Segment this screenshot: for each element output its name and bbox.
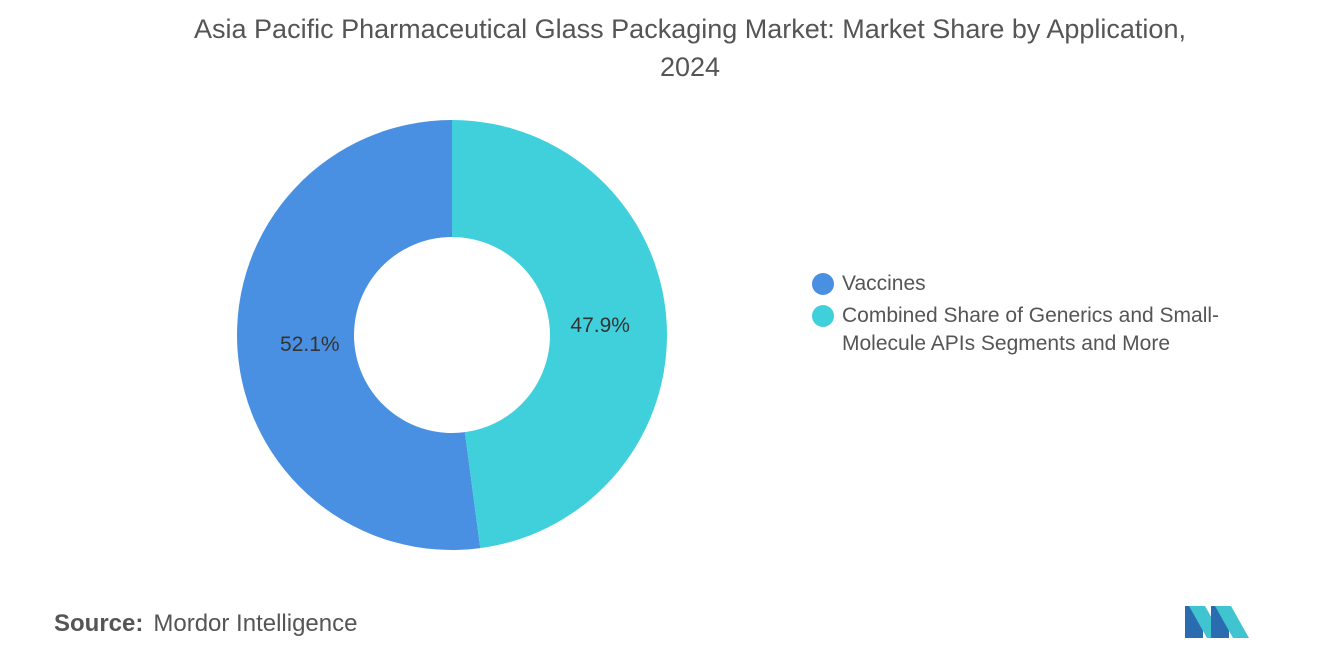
slices-group <box>237 120 668 550</box>
legend: Vaccines Combined Share of Generics and … <box>812 270 1292 362</box>
source-value: Mordor Intelligence <box>153 610 358 637</box>
slice-value-label: 52.1% <box>280 333 340 356</box>
chart-title: Asia Pacific Pharmaceutical Glass Packag… <box>194 14 1186 82</box>
legend-item-vaccines[interactable]: Vaccines <box>812 270 1292 298</box>
source-label: Source: <box>54 610 144 637</box>
mordor-intelligence-logo <box>1185 606 1249 638</box>
legend-label: Vaccines <box>842 272 926 295</box>
legend-item-generics-apis[interactable]: Combined Share of Generics and Small-Mol… <box>812 302 1292 358</box>
legend-label: Combined Share of Generics and Small-Mol… <box>842 304 1220 355</box>
legend-swatch <box>812 305 834 327</box>
slice-labels-group: 52.1% 47.9% <box>280 314 630 356</box>
legend-swatch <box>812 273 834 295</box>
donut-slice-vaccines[interactable] <box>237 120 481 550</box>
source-note: Source: Mordor Intelligence <box>54 610 357 638</box>
slice-value-label: 47.9% <box>570 314 630 337</box>
donut-slice-generics-apis[interactable] <box>452 120 668 549</box>
